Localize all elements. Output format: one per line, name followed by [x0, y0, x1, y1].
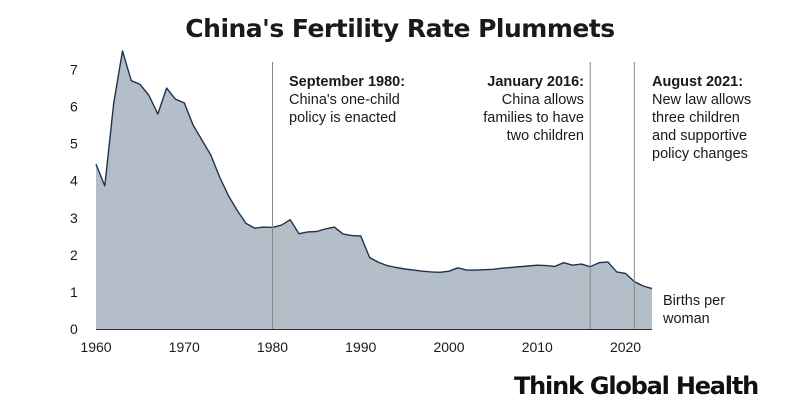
fertility-area-fill — [96, 51, 652, 329]
x-tick-label: 1960 — [80, 339, 111, 355]
brand-logo: Think Global Health — [513, 372, 759, 400]
y-tick-label: 5 — [70, 136, 78, 152]
x-tick-label: 1990 — [345, 339, 376, 355]
annotation-2016: January 2016: China allows families to h… — [474, 73, 584, 145]
annotation-1980-text: China's one-child policy is enacted — [289, 92, 400, 126]
chart-title: China's Fertility Rate Plummets — [185, 14, 615, 43]
y-tick-label: 3 — [70, 210, 78, 226]
x-tick-label: 1980 — [257, 339, 288, 355]
x-tick-label: 1970 — [169, 339, 200, 355]
y-tick-label: 6 — [70, 99, 78, 115]
annotation-2016-date: January 2016: — [487, 74, 584, 90]
y-tick-label: 7 — [70, 62, 78, 78]
y-tick-label: 1 — [70, 284, 78, 300]
y-tick-label: 2 — [70, 247, 78, 263]
fertility-series-line — [95, 50, 653, 290]
x-tick-label: 2000 — [433, 339, 464, 355]
x-tick-label: 2010 — [522, 339, 553, 355]
annotation-2021-date: August 2021: — [652, 74, 744, 90]
annotation-2021: August 2021: New law allows three childr… — [652, 73, 752, 163]
y-tick-label: 4 — [70, 173, 78, 189]
annotation-1980-date: September 1980: — [289, 74, 406, 90]
annotation-1980: September 1980: China's one-child policy… — [289, 73, 419, 127]
annotation-2016-text: China allows families to have two childr… — [483, 92, 584, 144]
annotation-2021-text: New law allows three children and suppor… — [652, 92, 752, 162]
unit-label: Births per woman — [663, 293, 726, 327]
y-tick-label: 0 — [70, 321, 78, 337]
x-tick-label: 2020 — [610, 339, 641, 355]
